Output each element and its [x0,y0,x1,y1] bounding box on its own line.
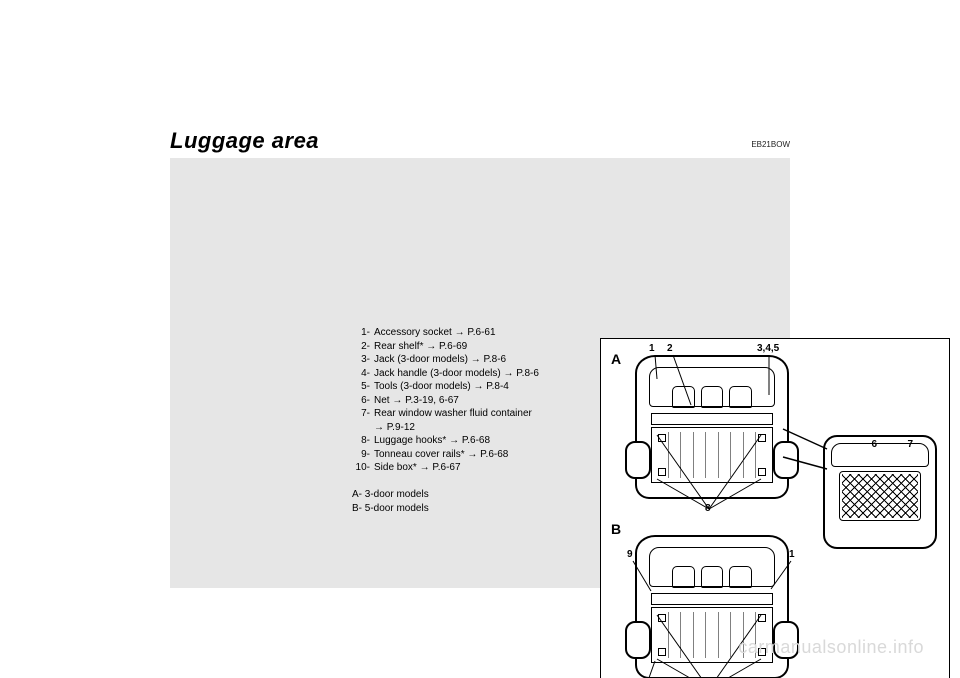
panel-top-icon [831,443,929,467]
seats-icon [672,386,752,410]
callout-7: 7 [907,439,913,450]
page: Luggage area EB21BOW 1-Accessory socket … [0,0,960,678]
hook-icon [758,614,766,622]
wheel-icon [625,441,651,479]
legend: A- 3-door models B- 5-door models [352,488,429,515]
cargo-shelf-icon [651,593,773,605]
list-item: 7-Rear window washer fluid container [352,407,582,421]
rear-window-icon [649,367,775,407]
seats-icon [672,566,752,590]
list-item: 4-Jack handle (3-door models) → P.8-6 [352,367,582,381]
doc-code: EB21BOW [751,140,790,149]
figure-label-a: A [611,351,621,367]
callout-9: 9 [627,549,633,560]
cargo-floor-icon [651,427,773,483]
legend-a: A- 3-door models [352,488,429,502]
hook-icon [658,648,666,656]
wheel-icon [625,621,651,659]
cargo-shelf-icon [651,413,773,425]
page-title: Luggage area [170,128,319,154]
list-item: 1-Accessory socket → P.6-61 [352,326,582,340]
list-item: → P.9-12 [352,421,582,435]
item-list: 1-Accessory socket → P.6-61 2-Rear shelf… [352,326,582,475]
list-item: 3-Jack (3-door models) → P.8-6 [352,353,582,367]
list-item: 9-Tonneau cover rails* → P.6-68 [352,448,582,462]
list-item: 6-Net → P.3-19, 6-67 [352,394,582,408]
vehicle-a [635,355,789,499]
rear-window-icon [649,547,775,587]
inset-panel [823,435,937,549]
list-item: 5-Tools (3-door models) → P.8-4 [352,380,582,394]
list-item: 8-Luggage hooks* → P.6-68 [352,434,582,448]
callout-345: 3,4,5 [757,343,779,354]
callout-1: 1 [649,343,655,354]
hook-icon [658,468,666,476]
list-item: 2-Rear shelf* → P.6-69 [352,340,582,354]
callout-1b: 1 [789,549,795,560]
hook-icon [758,468,766,476]
callout-8a: 8 [705,503,711,514]
hook-icon [658,614,666,622]
figure-label-b: B [611,521,621,537]
callout-6: 6 [871,439,877,450]
hook-icon [658,434,666,442]
watermark: carmanualsonline.info [738,637,924,658]
content-panel: 1-Accessory socket → P.6-61 2-Rear shelf… [170,158,790,588]
figure: A B [600,338,950,678]
net-icon [839,471,921,521]
list-item: 10-Side box* → P.6-67 [352,461,582,475]
legend-b: B- 5-door models [352,502,429,516]
callout-2: 2 [667,343,673,354]
hook-icon [758,434,766,442]
wheel-icon [773,441,799,479]
